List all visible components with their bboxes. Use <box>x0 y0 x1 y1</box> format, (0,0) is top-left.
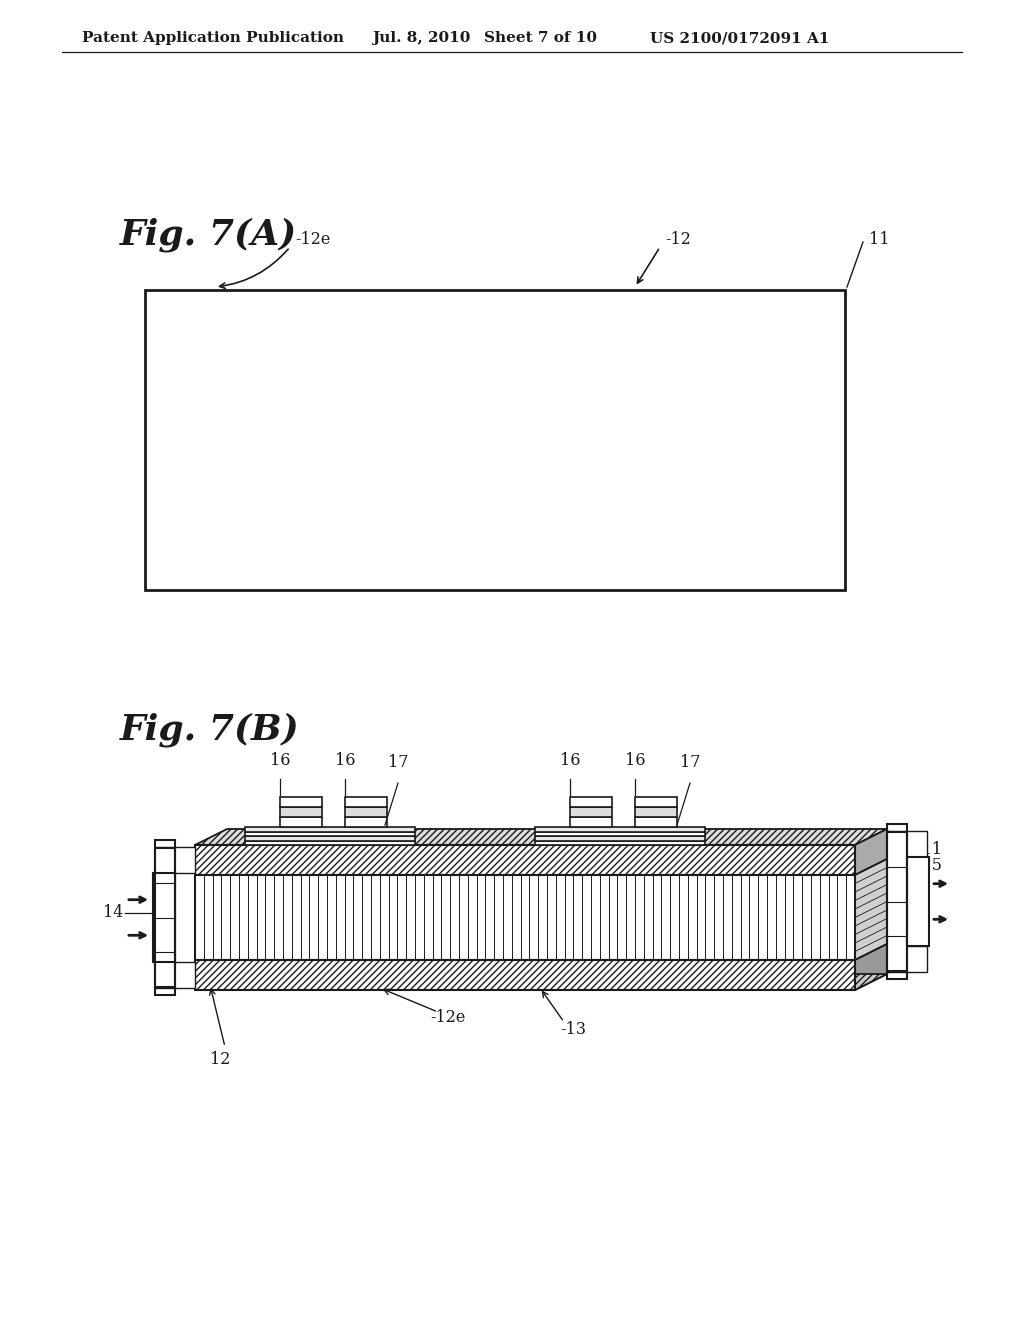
Text: -15: -15 <box>916 857 942 874</box>
Polygon shape <box>227 944 887 974</box>
Polygon shape <box>195 974 887 990</box>
Text: Jul. 8, 2010: Jul. 8, 2010 <box>372 30 470 45</box>
Polygon shape <box>855 859 887 960</box>
Bar <box>155 847 175 987</box>
Text: Patent Application Publication: Patent Application Publication <box>82 30 344 45</box>
Text: -12e: -12e <box>295 231 331 248</box>
Text: 14: 14 <box>102 904 123 921</box>
Bar <box>887 946 927 972</box>
Text: Fig. 7(A): Fig. 7(A) <box>120 218 297 252</box>
Text: 17: 17 <box>680 754 700 771</box>
Bar <box>635 807 677 817</box>
Text: 12: 12 <box>210 1052 230 1068</box>
Bar <box>570 807 612 817</box>
Bar <box>145 290 845 590</box>
Bar <box>195 960 855 990</box>
Text: 16: 16 <box>560 752 581 770</box>
Bar <box>195 845 855 875</box>
Bar <box>887 832 907 972</box>
Bar <box>280 817 322 828</box>
Bar <box>245 828 415 832</box>
Bar <box>245 836 415 841</box>
Bar <box>195 875 855 960</box>
Bar <box>345 807 387 817</box>
Polygon shape <box>227 829 887 859</box>
Polygon shape <box>855 829 887 875</box>
Text: 16: 16 <box>625 752 645 770</box>
Bar <box>280 797 322 807</box>
Bar <box>345 817 387 828</box>
Polygon shape <box>227 859 887 944</box>
Text: 17: 17 <box>388 754 409 771</box>
Text: -11: -11 <box>916 841 942 858</box>
Text: 16: 16 <box>335 752 355 770</box>
Bar <box>907 857 929 946</box>
Bar <box>280 807 322 817</box>
Text: -13: -13 <box>560 1022 586 1039</box>
Bar <box>535 828 705 832</box>
Bar <box>887 832 927 857</box>
Bar <box>155 847 195 873</box>
Text: Sheet 7 of 10: Sheet 7 of 10 <box>484 30 597 45</box>
Bar <box>535 841 705 845</box>
Bar <box>535 836 705 841</box>
Bar <box>635 817 677 828</box>
Bar <box>155 840 175 995</box>
Bar <box>570 817 612 828</box>
Bar <box>153 873 175 962</box>
Text: 11: 11 <box>869 231 890 248</box>
Text: -12e: -12e <box>430 1010 465 1027</box>
Bar <box>155 962 195 987</box>
Polygon shape <box>855 944 887 990</box>
Bar <box>570 797 612 807</box>
Bar <box>635 797 677 807</box>
Text: 16: 16 <box>269 752 290 770</box>
Text: US 2100/0172091 A1: US 2100/0172091 A1 <box>650 30 829 45</box>
Text: -12: -12 <box>665 231 691 248</box>
Bar <box>245 841 415 845</box>
Polygon shape <box>195 829 887 845</box>
Bar <box>535 832 705 836</box>
Bar <box>345 797 387 807</box>
Text: Fig. 7(B): Fig. 7(B) <box>120 713 300 747</box>
Bar <box>245 832 415 836</box>
Bar <box>887 824 907 979</box>
